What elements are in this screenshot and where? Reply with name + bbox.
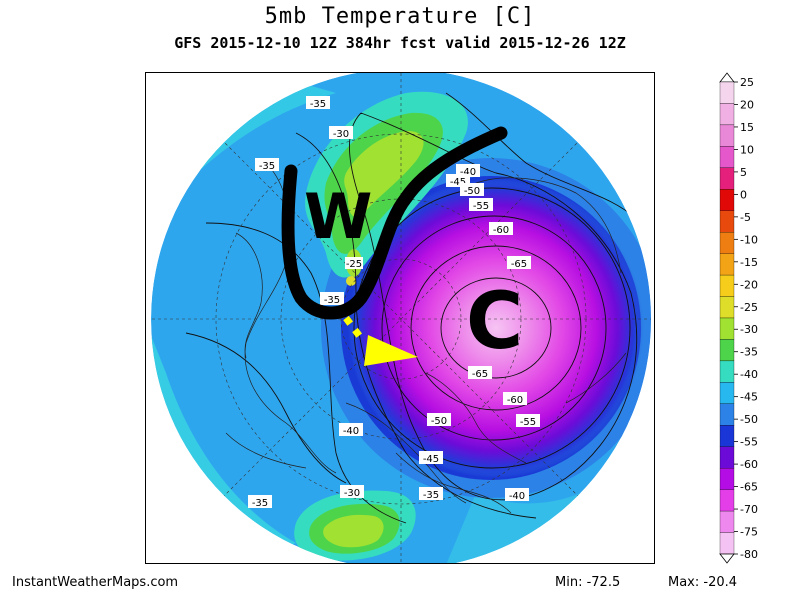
scale-swatch-0 bbox=[719, 81, 735, 104]
scale-swatch-8 bbox=[719, 253, 735, 276]
label-m35-c: -35 bbox=[423, 490, 439, 501]
scale-tick-label-16: -55 bbox=[740, 436, 758, 449]
polar-map-svg: -35 -30 -35 -40 -45 -50 -55 -60 -65 -65 … bbox=[151, 73, 651, 563]
cold-core bbox=[348, 178, 644, 478]
warm-blob-north-inner bbox=[344, 131, 424, 218]
label-m45-a: -45 bbox=[450, 177, 466, 188]
polar-map: -35 -30 -35 -40 -45 -50 -55 -60 -65 -65 … bbox=[145, 72, 655, 564]
min-readout: Min: -72.5 bbox=[555, 575, 620, 590]
scale-tick-label-15: -50 bbox=[740, 413, 758, 426]
warm-blob-south-inner bbox=[323, 514, 384, 548]
scale-tick-label-0: 25 bbox=[740, 76, 754, 89]
label-m35-a: -35 bbox=[310, 99, 326, 110]
annotation-layer: W C bbox=[281, 126, 523, 367]
label-m40-b: -40 bbox=[343, 426, 359, 437]
color-scale: 25 20 15 10 5 0 -5 -10 -15 -20 -25 -30 -35 -40 -45 -50 -… bbox=[719, 72, 758, 564]
scale-tick-label-10: -25 bbox=[740, 301, 758, 314]
min-value: -72.5 bbox=[586, 575, 621, 590]
scale-tick-label-21: -80 bbox=[740, 548, 758, 561]
label-m65-b: -65 bbox=[472, 369, 488, 380]
label-m50-b: -50 bbox=[431, 416, 447, 427]
warm-letter: W bbox=[304, 180, 372, 253]
label-m60-a: -60 bbox=[493, 225, 509, 236]
scale-top-arrow bbox=[719, 72, 735, 83]
scale-tick-label-12: -35 bbox=[740, 346, 758, 359]
scale-swatch-9 bbox=[719, 274, 735, 297]
scale-tick-label-9: -20 bbox=[740, 278, 758, 291]
label-m35-e: -35 bbox=[324, 295, 340, 306]
scale-tick-label-18: -65 bbox=[740, 481, 758, 494]
source-credit: InstantWeatherMaps.com bbox=[12, 575, 179, 590]
scale-swatch-19 bbox=[719, 489, 735, 512]
label-m40-c: -40 bbox=[509, 491, 525, 502]
scale-tick-label-1: 20 bbox=[740, 98, 754, 111]
scale-tick-label-11: -30 bbox=[740, 323, 758, 336]
contour-label-layer: -35 -30 -35 -40 -45 -50 -55 -60 -65 -65 … bbox=[248, 96, 540, 509]
arrow-shaft bbox=[343, 315, 364, 341]
scale-tick-label-19: -70 bbox=[740, 503, 758, 516]
scale-swatch-15 bbox=[719, 403, 735, 426]
scale-tick-label-5: 0 bbox=[740, 188, 747, 201]
arrow-head bbox=[364, 335, 418, 366]
warm-spot-2 bbox=[346, 276, 356, 286]
max-label: Max: bbox=[668, 575, 700, 590]
scale-tick-label-13: -40 bbox=[740, 368, 758, 381]
label-m45-b: -45 bbox=[423, 454, 439, 465]
scale-swatch-11 bbox=[719, 317, 735, 340]
scale-swatch-16 bbox=[719, 425, 735, 447]
temperature-field: -35 -30 -35 -40 -45 -50 -55 -60 -65 -65 … bbox=[151, 73, 651, 563]
scale-swatch-1 bbox=[719, 103, 735, 126]
map-subtitle: GFS 2015-12-10 12Z 384hr fcst valid 2015… bbox=[174, 34, 626, 52]
label-m35-b: -35 bbox=[259, 161, 275, 172]
scale-swatch-3 bbox=[719, 146, 735, 168]
label-m55-a: -55 bbox=[473, 201, 489, 212]
label-m40-a: -40 bbox=[460, 167, 476, 178]
scale-tick-label-20: -75 bbox=[740, 526, 758, 539]
scale-tick-label-7: -10 bbox=[740, 233, 758, 246]
contour-lines bbox=[185, 92, 642, 524]
label-m50-a: -50 bbox=[464, 186, 480, 197]
max-readout: Max: -20.4 bbox=[668, 575, 737, 590]
cold-letter: C bbox=[466, 277, 523, 367]
scale-swatch-12 bbox=[719, 339, 735, 362]
scale-swatch-13 bbox=[719, 360, 735, 383]
label-m60-b: -60 bbox=[507, 395, 523, 406]
scale-swatch-10 bbox=[719, 296, 735, 319]
scale-tick-label-17: -60 bbox=[740, 458, 758, 471]
label-m30-b: -30 bbox=[344, 488, 360, 499]
scale-swatch-4 bbox=[719, 167, 735, 190]
scale-swatch-20 bbox=[719, 510, 735, 533]
ridge-annotation-curve bbox=[281, 126, 508, 320]
label-m35-d: -35 bbox=[252, 498, 268, 509]
scale-swatch-2 bbox=[719, 124, 735, 147]
scale-tick-label-4: 5 bbox=[740, 166, 747, 179]
scale-tick-label-6: -5 bbox=[740, 211, 751, 224]
map-title: 5mb Temperature [C] bbox=[264, 4, 536, 29]
scale-tick-label-2: 15 bbox=[740, 121, 754, 134]
scale-swatch-14 bbox=[719, 382, 735, 404]
min-label: Min: bbox=[555, 575, 583, 590]
label-m65-a: -65 bbox=[511, 259, 527, 270]
label-m25-a: -25 bbox=[346, 259, 362, 270]
scale-tick-label-8: -15 bbox=[740, 256, 758, 269]
scale-swatch-18 bbox=[719, 468, 735, 490]
scale-tick-label-14: -45 bbox=[740, 391, 758, 404]
max-value: -20.4 bbox=[703, 575, 738, 590]
scale-swatch-7 bbox=[719, 232, 735, 254]
scale-swatch-5 bbox=[719, 189, 735, 211]
scale-tick-label-3: 10 bbox=[740, 143, 754, 156]
scale-swatch-6 bbox=[719, 210, 735, 233]
label-m55-b: -55 bbox=[520, 417, 536, 428]
label-m30-a: -30 bbox=[333, 129, 349, 140]
scale-swatch-21 bbox=[719, 532, 735, 555]
scale-swatch-17 bbox=[719, 446, 735, 469]
scale-bottom-arrow bbox=[719, 553, 735, 564]
